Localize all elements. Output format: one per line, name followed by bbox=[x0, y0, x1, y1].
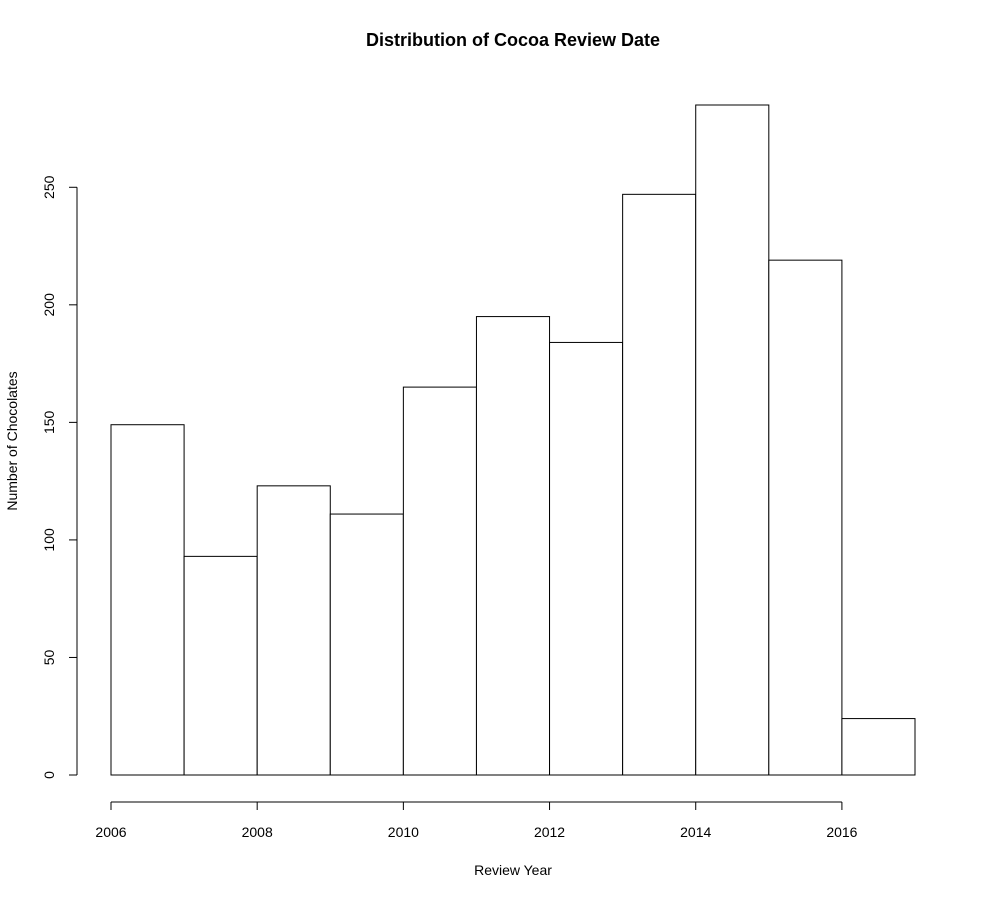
chart-title: Distribution of Cocoa Review Date bbox=[366, 30, 660, 50]
bar-2009 bbox=[329, 513, 404, 776]
x-tick-label-2006: 2006 bbox=[95, 824, 126, 840]
bar-2012 bbox=[549, 341, 624, 776]
bars-group bbox=[110, 104, 916, 776]
x-tick-label-2008: 2008 bbox=[242, 824, 273, 840]
bar-2006 bbox=[110, 424, 185, 776]
x-tick-label-2014: 2014 bbox=[680, 824, 711, 840]
bar-2010 bbox=[402, 386, 477, 776]
y-tick-label-150: 150 bbox=[41, 410, 57, 434]
x-tick-label-2016: 2016 bbox=[826, 824, 857, 840]
x-axis: 2006 2008 2010 2012 2014 2016 bbox=[95, 801, 858, 840]
y-axis-label: Number of Chocolates bbox=[4, 371, 20, 510]
y-tick-label-100: 100 bbox=[41, 528, 57, 552]
x-tick-label-2010: 2010 bbox=[388, 824, 419, 840]
y-tick-label-50: 50 bbox=[41, 649, 57, 665]
bar-2007 bbox=[183, 555, 258, 776]
x-tick-label-2012: 2012 bbox=[534, 824, 565, 840]
y-axis: 0 50 100 150 200 250 bbox=[41, 175, 78, 779]
bar-2011 bbox=[475, 316, 551, 776]
bar-2015 bbox=[768, 259, 843, 776]
bar-2016 bbox=[841, 718, 916, 776]
x-axis-label: Review Year bbox=[474, 862, 552, 878]
bar-2014 bbox=[695, 104, 770, 776]
y-tick-label-250: 250 bbox=[41, 175, 57, 199]
bar-2013 bbox=[622, 193, 697, 776]
y-tick-label-0: 0 bbox=[41, 771, 57, 779]
y-tick-label-200: 200 bbox=[41, 293, 57, 317]
bar-2008 bbox=[256, 485, 331, 776]
